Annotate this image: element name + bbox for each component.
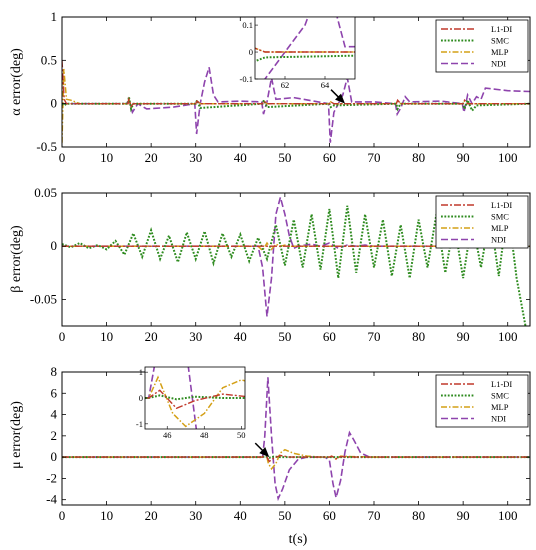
inset-y-tick-label: 0 <box>139 393 143 403</box>
x-tick-label: 10 <box>100 150 113 165</box>
y-tick-label: -4 <box>46 492 57 507</box>
x-tick-label: 60 <box>323 329 336 344</box>
series-ndi-line <box>62 67 530 143</box>
y-tick-label: 8 <box>51 364 58 379</box>
x-tick-label: 40 <box>234 150 247 165</box>
x-tick-label: 90 <box>457 508 470 523</box>
zoom-pointer-arrow-head <box>335 93 346 104</box>
inset-series-l1-di-line <box>145 389 245 410</box>
legend-label-ndi: NDI <box>491 414 506 424</box>
inset-y-tick-label: 1 <box>139 367 143 377</box>
legend-box <box>435 19 529 73</box>
y-tick-label: -0.05 <box>30 291 57 306</box>
legend-label-ndi: NDI <box>491 59 506 69</box>
inset-y-tick-label: -0.1 <box>240 74 253 84</box>
x-tick-label: 40 <box>234 508 247 523</box>
x-tick-label: 80 <box>412 329 425 344</box>
x-tick-label: 90 <box>457 329 470 344</box>
legend-label-ndi: NDI <box>491 235 506 245</box>
legend-label-l1-di: L1-DI <box>491 200 512 210</box>
legend-label-mlp: MLP <box>491 402 509 412</box>
x-tick-label: 100 <box>498 150 518 165</box>
series-mlp-line <box>62 448 530 471</box>
y-tick-label: -2 <box>46 470 57 485</box>
x-tick-label: 20 <box>145 508 158 523</box>
inset-y-tick-label: 0.1 <box>242 20 253 30</box>
legend-label-l1-di: L1-DI <box>491 24 512 34</box>
y-tick-label: 0.05 <box>34 185 57 200</box>
alpha-error-panel: 0 10 20 30 40 50 60 70 80 90 100-0.500.51α error(d… <box>9 9 531 165</box>
inset-x-tick-label: 46 <box>163 430 172 440</box>
legend-label-mlp: MLP <box>491 223 509 233</box>
zoom-inset: 62 64 -0.1 0 0.1 <box>240 16 356 90</box>
plot-frame <box>61 192 531 327</box>
y-tick-label: 0 <box>51 96 58 111</box>
x-tick-label: 20 <box>145 329 158 344</box>
y-tick-label: -0.5 <box>36 139 57 154</box>
x-tick-label: 50 <box>278 329 291 344</box>
y-tick-label: 0 <box>51 238 58 253</box>
legend-box <box>435 374 529 428</box>
x-tick-label: 60 <box>323 508 336 523</box>
x-tick-label: 50 <box>278 150 291 165</box>
legend-label-mlp: MLP <box>491 47 509 57</box>
inset-series-mlp-line <box>145 375 245 428</box>
zoom-inset: 46 48 50 -1 0 1 <box>136 366 246 440</box>
x-tick-label: 80 <box>412 150 425 165</box>
x-axis-label: t(s) <box>289 532 308 547</box>
inset-x-tick-label: 48 <box>200 430 209 440</box>
y-tick-label: 2 <box>51 428 58 443</box>
inset-x-tick-label: 62 <box>281 80 290 90</box>
x-tick-label: 70 <box>368 508 381 523</box>
legend-label-smc: SMC <box>491 36 509 46</box>
x-tick-label: 100 <box>498 508 518 523</box>
x-tick-label: 0 <box>59 329 66 344</box>
inset-x-tick-label: 64 <box>321 80 330 90</box>
y-tick-label: 6 <box>51 385 58 400</box>
inset-x-tick-label: 50 <box>237 430 246 440</box>
y-tick-label: 0 <box>51 449 58 464</box>
beta-error-panel: 0 10 20 30 40 50 60 70 80 90 100 -0.05 0 0.05 β error(… <box>9 185 531 344</box>
x-tick-label: 100 <box>498 329 518 344</box>
x-tick-label: 60 <box>323 150 336 165</box>
zoom-pointer-arrow-head <box>259 447 270 458</box>
y-tick-label: 4 <box>51 407 58 422</box>
x-tick-label: 70 <box>368 150 381 165</box>
series-l1-di-line <box>62 60 530 108</box>
y-axis-label: μ error(deg) <box>9 401 24 469</box>
legend-box <box>435 195 529 249</box>
x-tick-label: 70 <box>368 329 381 344</box>
y-tick-label: 0.5 <box>41 52 57 67</box>
inset-series-smc-line <box>145 394 245 401</box>
x-tick-label: 10 <box>100 508 113 523</box>
x-tick-label: 40 <box>234 329 247 344</box>
x-tick-label: 20 <box>145 150 158 165</box>
x-tick-label: 10 <box>100 329 113 344</box>
x-tick-label: 30 <box>189 150 202 165</box>
inset-frame <box>254 16 356 80</box>
legend-label-smc: SMC <box>491 391 509 401</box>
x-tick-label: 30 <box>189 508 202 523</box>
x-tick-label: 30 <box>189 329 202 344</box>
legend-label-l1-di: L1-DI <box>491 379 512 389</box>
y-axis-label: β error(deg) <box>9 225 24 293</box>
x-tick-label: 90 <box>457 150 470 165</box>
x-tick-label: 0 <box>59 508 66 523</box>
x-tick-label: 50 <box>278 508 291 523</box>
y-axis-label: α error(deg) <box>9 48 24 116</box>
legend-label-smc: SMC <box>491 212 509 222</box>
inset-y-tick-label: 0 <box>249 47 253 57</box>
y-tick-label: 1 <box>51 9 58 24</box>
x-tick-label: 80 <box>412 508 425 523</box>
inset-y-tick-label: -1 <box>136 419 143 429</box>
plot-frame <box>61 371 531 506</box>
x-tick-label: 0 <box>59 150 66 165</box>
